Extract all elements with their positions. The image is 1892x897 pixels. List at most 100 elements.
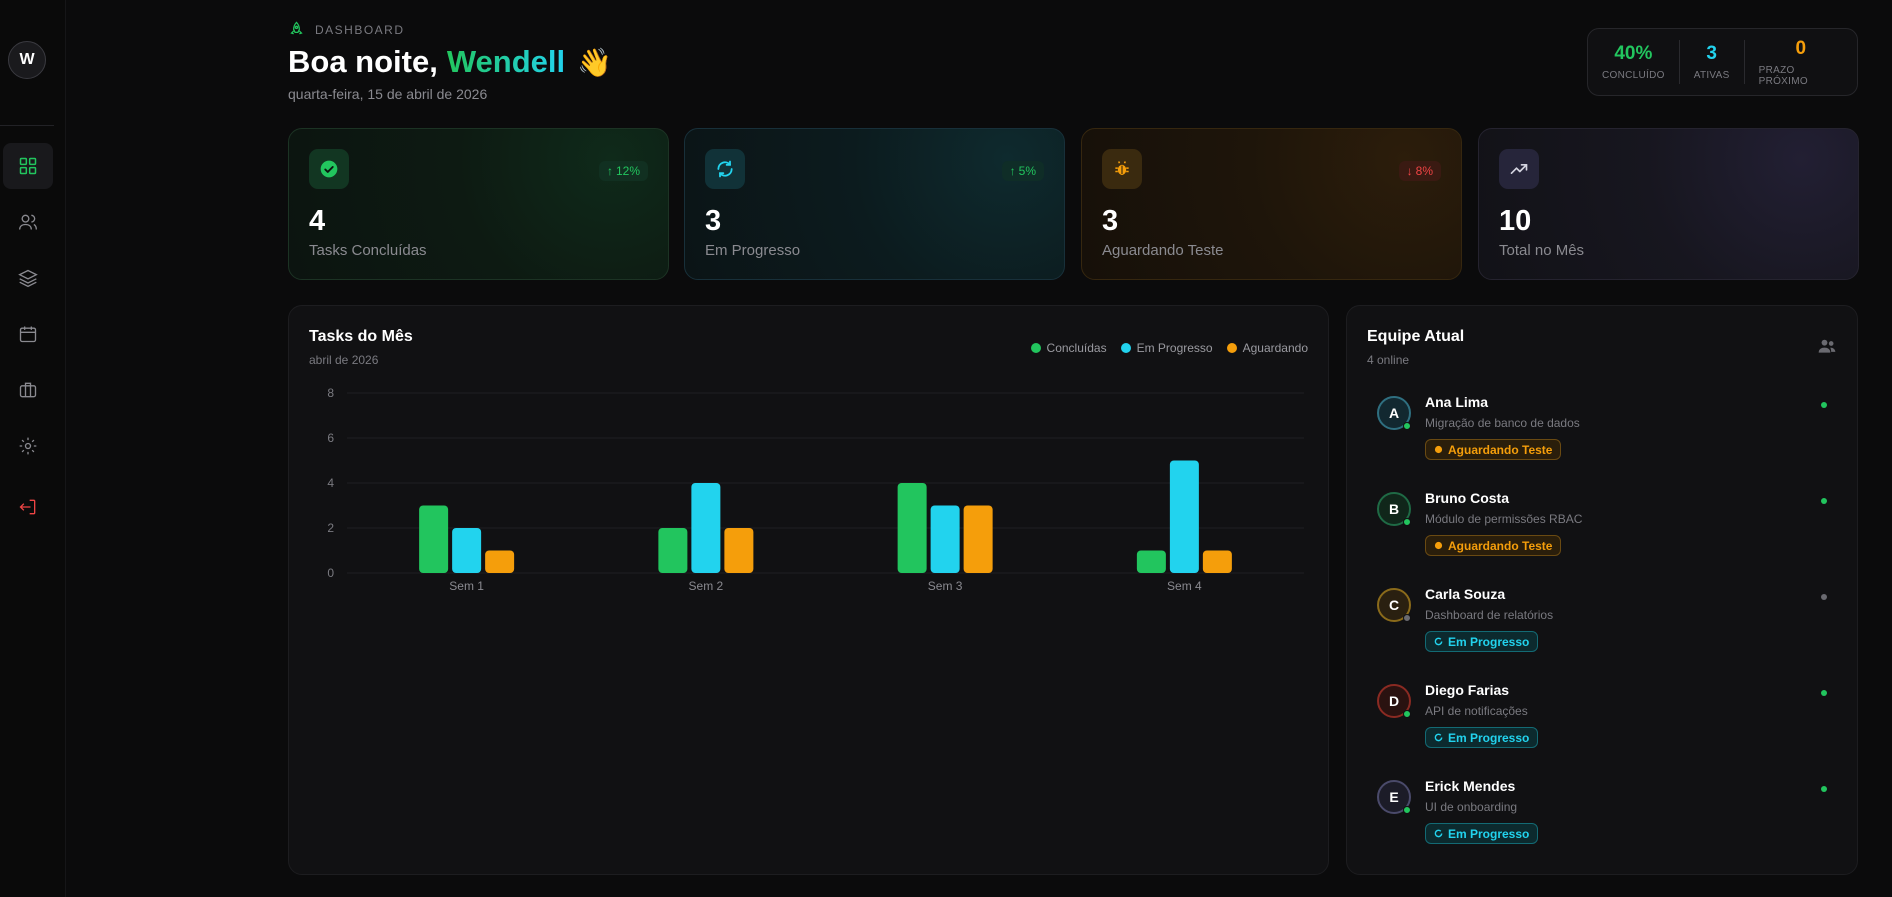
online-indicator xyxy=(1403,806,1411,814)
bar xyxy=(724,528,754,573)
member-task: Módulo de permissões RBAC xyxy=(1425,512,1583,526)
y-tick-label: 4 xyxy=(327,476,334,490)
nav-logout[interactable] xyxy=(3,484,53,530)
stat-value: 3 xyxy=(705,205,722,237)
arrow-up-icon: ↑ xyxy=(606,164,613,178)
trend-value: 12% xyxy=(615,164,640,178)
x-tick-label: Sem 4 xyxy=(1167,579,1202,593)
nav-projects[interactable] xyxy=(3,255,53,301)
member-task: Dashboard de relatórios xyxy=(1425,608,1554,622)
x-tick-label: Sem 2 xyxy=(689,579,724,593)
bar xyxy=(485,550,515,573)
sidebar: W xyxy=(0,0,66,897)
team-member[interactable]: C Carla Souza Dashboard de relatórios Em… xyxy=(1377,586,1827,666)
trend-value: 8% xyxy=(1415,164,1433,178)
refresh-icon xyxy=(1434,637,1443,646)
logout-icon xyxy=(19,499,36,515)
legend-item[interactable]: Aguardando xyxy=(1226,341,1308,355)
bar xyxy=(963,505,993,573)
bar xyxy=(419,505,449,573)
trend-value: 5% xyxy=(1018,164,1036,178)
status-label: Em Progresso xyxy=(1448,730,1530,745)
stat-label: Total no Mês xyxy=(1499,242,1585,259)
bar xyxy=(1202,550,1232,573)
team-icon[interactable] xyxy=(1817,336,1837,356)
trend-badge: ↓ 8% xyxy=(1398,161,1441,181)
status-dot xyxy=(1821,402,1827,408)
stat-icon-box xyxy=(705,149,745,189)
chart-panel: Tasks do Mês abril de 2026 Concluídas Em… xyxy=(288,305,1329,875)
summary-label: PRAZO PRÓXIMO xyxy=(1758,64,1808,87)
stat-icon-box xyxy=(309,149,349,189)
team-member[interactable]: B Bruno Costa Módulo de permissões RBAC … xyxy=(1377,490,1827,570)
team-member[interactable]: A Ana Lima Migração de banco de dados Ag… xyxy=(1377,394,1827,474)
trending-up-icon xyxy=(1510,164,1528,174)
nav-settings[interactable] xyxy=(3,423,53,469)
stat-label: Aguardando Teste xyxy=(1102,242,1224,259)
status-badge: Aguardando Teste xyxy=(1425,439,1562,460)
x-tick-label: Sem 1 xyxy=(449,579,484,593)
status-label: Aguardando Teste xyxy=(1448,442,1553,457)
legend-item[interactable]: Em Progresso xyxy=(1120,341,1213,355)
summary-label: CONCLUÍDO xyxy=(1602,70,1665,81)
member-task: UI de onboarding xyxy=(1425,800,1518,814)
chart-legend: Concluídas Em Progresso Aguardando xyxy=(1030,341,1308,355)
member-task: Migração de banco de dados xyxy=(1425,416,1580,430)
summary-value: 3 xyxy=(1706,43,1717,64)
bar xyxy=(1136,550,1166,573)
member-task: API de notificações xyxy=(1425,704,1528,718)
summary-completed: 40% CONCLUÍDO xyxy=(1588,40,1679,84)
bar xyxy=(1169,460,1199,573)
x-tick-label: Sem 3 xyxy=(928,579,963,593)
nav-work[interactable] xyxy=(3,367,53,413)
status-dot xyxy=(1821,498,1827,504)
online-indicator xyxy=(1403,614,1411,622)
summary-deadline: 0 PRAZO PRÓXIMO xyxy=(1743,38,1857,87)
nav-team[interactable] xyxy=(3,199,53,245)
dashboard-icon xyxy=(19,157,37,175)
member-name: Diego Farias xyxy=(1425,682,1510,698)
team-panel: Equipe Atual 4 online A Ana Lima Migraçã… xyxy=(1346,305,1858,875)
stat-icon-box xyxy=(1102,149,1142,189)
team-member[interactable]: D Diego Farias API de notificações Em Pr… xyxy=(1377,682,1827,762)
user-avatar[interactable]: W xyxy=(8,41,46,79)
status-badge: Em Progresso xyxy=(1425,631,1539,652)
legend-dot xyxy=(1226,343,1237,353)
refresh-icon xyxy=(1434,733,1443,742)
stat-card-progress[interactable]: ↑ 5% 3 Em Progresso xyxy=(684,128,1065,280)
stat-card-waiting[interactable]: ↓ 8% 3 Aguardando Teste xyxy=(1081,128,1462,280)
bar xyxy=(691,483,721,573)
greeting-text: Boa noite, xyxy=(288,44,438,79)
team-member[interactable]: E Erick Mendes UI de onboarding Em Progr… xyxy=(1377,778,1827,858)
wave-emoji: 👋 xyxy=(577,46,612,78)
nav-calendar[interactable] xyxy=(3,311,53,357)
y-tick-label: 6 xyxy=(327,431,334,445)
page-title: Boa noite, Wendell 👋 xyxy=(288,44,612,80)
status-badge: Em Progresso xyxy=(1425,823,1539,844)
refresh-icon xyxy=(717,160,733,178)
current-date: quarta-feira, 15 de abril de 2026 xyxy=(288,86,488,102)
layers-icon xyxy=(18,269,38,288)
summary-active: 3 ATIVAS xyxy=(1678,40,1744,84)
team-subtitle: 4 online xyxy=(1367,353,1410,367)
stat-label: Tasks Concluídas xyxy=(309,242,427,259)
stat-value: 10 xyxy=(1499,205,1532,237)
bar xyxy=(930,505,960,573)
legend-item[interactable]: Concluídas xyxy=(1030,341,1107,355)
status-badge: Em Progresso xyxy=(1425,727,1539,748)
check-circle-icon xyxy=(320,160,338,178)
y-tick-label: 2 xyxy=(327,521,334,535)
breadcrumb: DASHBOARD xyxy=(288,21,405,38)
user-name: Wendell xyxy=(446,44,566,79)
stat-card-completed[interactable]: ↑ 12% 4 Tasks Concluídas xyxy=(288,128,669,280)
bar xyxy=(452,528,482,573)
bug-icon xyxy=(1434,445,1443,454)
stat-card-total[interactable]: 10 Total no Mês xyxy=(1478,128,1859,280)
nav-dashboard[interactable] xyxy=(3,143,53,189)
legend-dot xyxy=(1120,343,1131,353)
legend-label: Aguardando xyxy=(1242,341,1308,355)
online-indicator xyxy=(1403,518,1411,526)
chart-subtitle: abril de 2026 xyxy=(309,353,379,367)
stat-label: Em Progresso xyxy=(705,242,801,259)
rocket-icon xyxy=(290,21,303,35)
